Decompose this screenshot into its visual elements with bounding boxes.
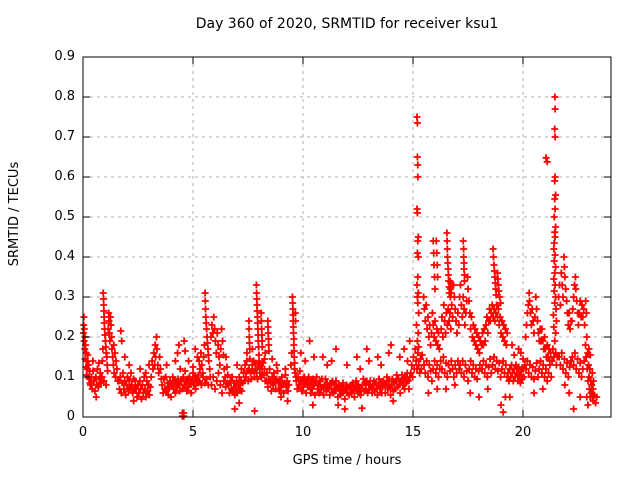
y-tick-label: 0.3 (54, 289, 75, 304)
x-axis-label: GPS time / hours (292, 453, 402, 468)
chart-title: Day 360 of 2020, SRMTID for receiver ksu… (195, 16, 499, 32)
y-tick-label: 0 (66, 409, 75, 424)
x-tick-label: 5 (188, 425, 198, 440)
scatter-points (79, 93, 601, 420)
x-tick-label: 0 (78, 425, 88, 440)
y-tick-label: 0.5 (54, 209, 75, 224)
x-tick-label: 15 (404, 425, 422, 440)
y-tick-label: 0.1 (54, 369, 75, 384)
y-tick-label: 0.7 (54, 129, 75, 144)
y-tick-label: 0.6 (54, 169, 75, 184)
plot-border (82, 56, 612, 418)
x-tick-label: 10 (294, 425, 312, 440)
y-tick-label: 0.2 (54, 329, 75, 344)
y-tick-label: 0.4 (54, 249, 75, 264)
x-tick-label: 20 (514, 425, 532, 440)
y-tick-label: 0.9 (54, 49, 75, 64)
y-tick-label: 0.8 (54, 89, 75, 104)
